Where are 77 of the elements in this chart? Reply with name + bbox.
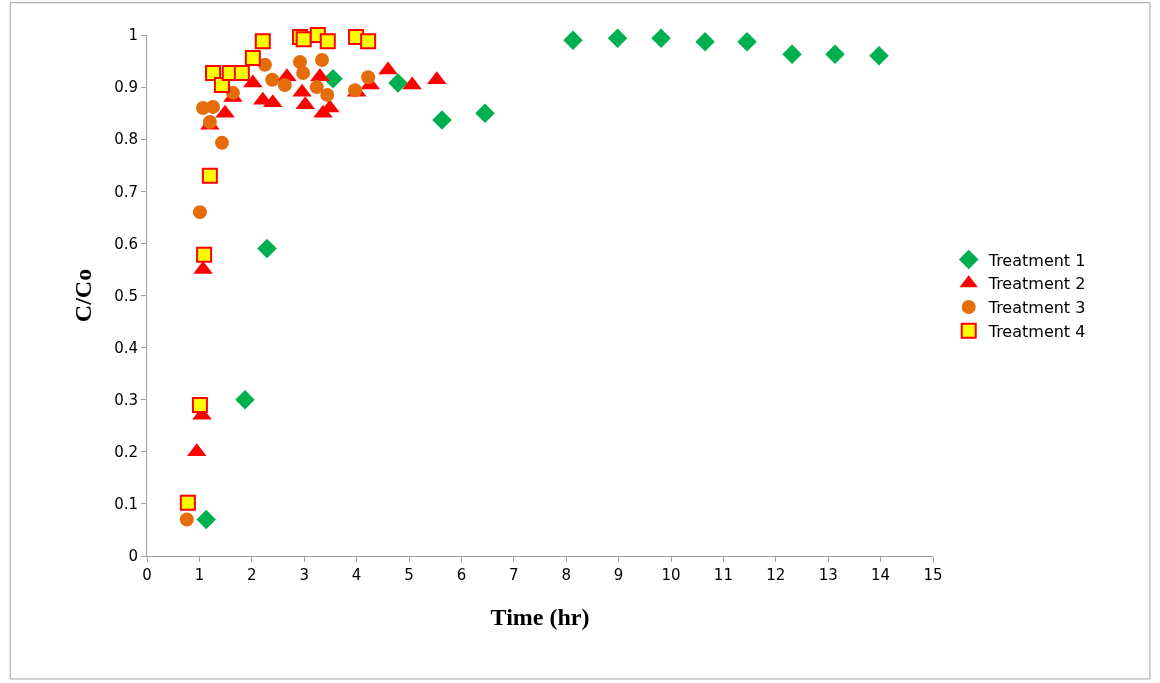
- x-tick-label: 4: [351, 566, 362, 584]
- point: [191, 396, 208, 413]
- point: [196, 509, 216, 530]
- point: [192, 205, 207, 220]
- point: [309, 80, 324, 95]
- point: [293, 55, 308, 70]
- point: [360, 33, 377, 50]
- y-tick-label: 0.3: [114, 390, 138, 409]
- point: [179, 494, 196, 511]
- point: [254, 33, 271, 50]
- point: [193, 260, 213, 274]
- x-tick-label: 1: [194, 566, 205, 584]
- legend-label: Treatment 4: [987, 322, 1086, 342]
- point: [475, 103, 495, 123]
- y-tick-label: 0.6: [114, 234, 138, 253]
- point: [869, 46, 889, 66]
- x-tick-label: 11: [713, 566, 733, 584]
- point: [782, 44, 802, 65]
- point: [215, 104, 235, 118]
- legend-label: Treatment 3: [987, 298, 1086, 318]
- point: [320, 87, 335, 102]
- point: [265, 72, 280, 87]
- x-tick-label: 5: [404, 566, 414, 584]
- point: [378, 61, 398, 75]
- y-tick-label: 0.4: [114, 338, 138, 357]
- point: [277, 78, 292, 93]
- point: [243, 74, 263, 88]
- legend-label: Treatment 1: [987, 250, 1086, 270]
- x-tick-label: 13: [818, 566, 838, 584]
- x-tick-label: 0: [142, 566, 152, 584]
- point: [257, 238, 277, 259]
- y-tick-label: 0.2: [114, 443, 138, 462]
- y-tick-label: 0.5: [114, 286, 138, 305]
- x-tick-label: 7: [509, 566, 519, 584]
- point: [319, 33, 336, 50]
- x-tick-label: 12: [766, 566, 786, 584]
- y-tick-label: 0.7: [114, 182, 138, 201]
- point: [214, 135, 229, 150]
- point: [737, 32, 757, 52]
- x-axis-title: Time (hr): [490, 604, 590, 631]
- legend-label: Treatment 2: [987, 274, 1086, 294]
- y-tick-label: 0.8: [114, 130, 138, 149]
- point: [235, 389, 255, 410]
- point: [651, 28, 671, 48]
- point: [563, 30, 583, 50]
- point: [361, 70, 376, 85]
- point: [695, 32, 715, 52]
- point: [388, 73, 408, 93]
- point: [201, 167, 218, 184]
- y-tick-label: 1: [128, 26, 138, 45]
- y-tick-label: 0: [128, 547, 138, 566]
- x-tick-label: 2: [247, 566, 257, 584]
- x-tick-label: 10: [661, 566, 681, 584]
- point: [315, 53, 330, 67]
- point: [179, 512, 194, 527]
- point: [244, 49, 261, 66]
- point: [292, 83, 312, 97]
- point: [607, 28, 628, 48]
- point: [348, 83, 363, 98]
- y-tick-label: 0.1: [114, 495, 138, 514]
- x-tick-label: 8: [561, 566, 571, 584]
- y-tick-label: 0.9: [114, 78, 138, 97]
- x-tick-label: 14: [871, 566, 891, 584]
- y-axis-title: C/Co: [70, 268, 97, 323]
- x-tick-label: 9: [613, 566, 624, 584]
- point: [205, 65, 222, 82]
- point: [206, 99, 221, 114]
- point: [825, 44, 845, 65]
- point: [296, 66, 311, 81]
- point: [233, 65, 250, 82]
- point: [432, 110, 452, 130]
- x-tick-label: 6: [456, 566, 467, 584]
- point: [196, 246, 213, 263]
- x-tick-label: 15: [923, 566, 943, 584]
- point: [323, 69, 343, 89]
- point: [402, 76, 422, 90]
- x-tick-label: 3: [299, 566, 309, 584]
